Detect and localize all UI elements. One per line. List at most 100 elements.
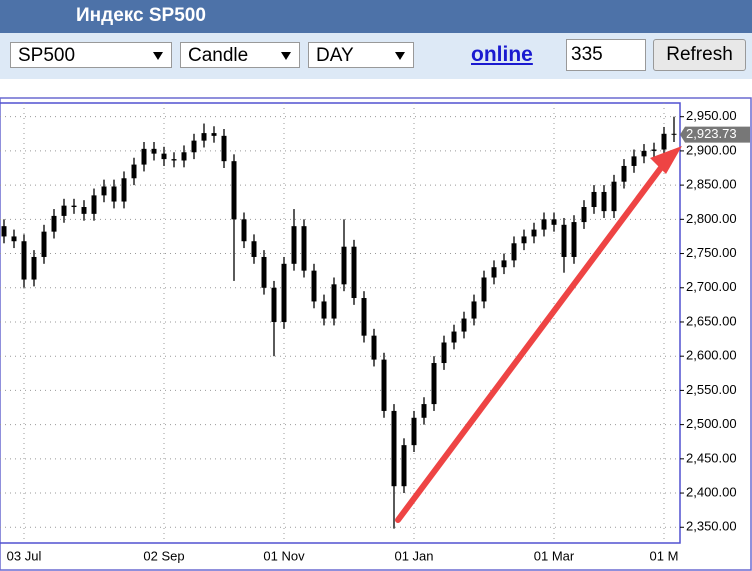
candle-body — [121, 178, 127, 202]
candle-body — [631, 156, 637, 166]
candle-body — [651, 149, 657, 151]
x-tick-label: 01 Mar — [534, 548, 575, 563]
candle-body — [591, 191, 597, 208]
candle-body — [611, 181, 617, 212]
x-tick-label: 03 Jul — [7, 548, 42, 563]
candle-body — [541, 219, 547, 230]
candle-body — [521, 236, 527, 244]
candle-body — [171, 159, 177, 161]
candle-body — [31, 256, 37, 280]
refresh-button[interactable]: Refresh — [653, 39, 746, 71]
candle-body — [321, 301, 327, 319]
candle-body — [501, 260, 507, 268]
y-tick-label: 2,900.00 — [686, 142, 737, 157]
candle-body — [71, 205, 77, 208]
candle-body — [291, 226, 297, 264]
symbol-select[interactable]: SP500 — [10, 42, 172, 68]
y-tick-label: 2,800.00 — [686, 211, 737, 226]
candle-body — [361, 298, 367, 336]
annotation-arrow — [395, 150, 675, 523]
candle-body — [191, 140, 197, 153]
candle-body — [411, 417, 417, 446]
online-link[interactable]: online — [471, 43, 533, 66]
symbol: SP500 — [18, 45, 76, 66]
y-tick-label: 2,700.00 — [686, 279, 737, 294]
candle-body — [341, 246, 347, 285]
candle-body — [441, 342, 447, 364]
candle-body — [511, 243, 517, 261]
y-tick-label: 2,950.00 — [686, 108, 737, 123]
candle-body — [571, 222, 577, 257]
candle-body — [241, 219, 247, 242]
candle-body — [41, 231, 47, 257]
dropdown-arrow — [395, 52, 405, 60]
candle-body — [271, 287, 277, 322]
candle-body — [181, 152, 187, 161]
candle-body — [161, 153, 167, 160]
y-tick-label: 2,600.00 — [686, 348, 737, 363]
y-tick-label: 2,500.00 — [686, 416, 737, 431]
y-tick-label: 2,450.00 — [686, 450, 737, 465]
last-price-tag — [680, 126, 750, 143]
arrow-head — [650, 146, 682, 174]
dropdown-arrow — [281, 52, 291, 60]
title: Индекс SP500 — [76, 5, 206, 26]
type-select[interactable]: Candle — [180, 42, 300, 68]
period: DAY — [316, 45, 354, 66]
candle-body — [641, 150, 647, 157]
candle-body — [91, 195, 97, 214]
y-tick-label: 2,650.00 — [686, 313, 737, 328]
count-input[interactable]: 335 — [566, 39, 646, 71]
candle-body — [101, 186, 107, 196]
candle-body — [661, 133, 667, 150]
y-tick-label: 2,850.00 — [686, 177, 737, 192]
candle-body — [551, 219, 557, 225]
candle-body — [231, 161, 237, 220]
candle-body — [391, 410, 397, 487]
candle-body — [51, 215, 57, 232]
header: Индекс SP500 — [0, 0, 752, 33]
candle-body — [221, 135, 227, 162]
candle-body — [561, 224, 567, 257]
y-tick-label: 2,350.00 — [686, 519, 737, 534]
y-tick-label: 2,550.00 — [686, 382, 737, 397]
candle-body — [371, 335, 377, 360]
period-select[interactable]: DAY — [308, 42, 414, 68]
candle-body — [431, 363, 437, 405]
candle-body — [601, 191, 607, 212]
candle-body — [491, 267, 497, 278]
candle-body — [301, 226, 307, 271]
candle-body — [141, 148, 147, 165]
x-tick-label: 01 Nov — [263, 548, 305, 563]
candle-body — [21, 241, 27, 280]
toolbar: SP500 Candle DAY online 335 Refresh — [0, 33, 752, 79]
candle-body — [201, 133, 207, 141]
candle-body — [111, 186, 117, 202]
y-tick-label: 2,750.00 — [686, 245, 737, 260]
candle-body — [531, 229, 537, 237]
candle-body — [211, 133, 217, 136]
candle-body — [401, 445, 407, 487]
plot-frame — [0, 102, 681, 544]
candle-body — [331, 284, 337, 319]
candle-body — [1, 226, 7, 237]
candle-body — [351, 246, 357, 299]
candle-body — [421, 404, 427, 418]
last-price-label: 2,923.73 — [686, 126, 737, 141]
candle-body — [581, 207, 587, 223]
candle-body — [671, 133, 677, 135]
candle-body — [151, 148, 157, 154]
candle-body — [81, 207, 87, 214]
candle-body — [11, 236, 17, 242]
candle-body — [481, 277, 487, 302]
candle-body — [131, 164, 137, 179]
candle-body — [261, 256, 267, 288]
x-tick-label: 01 Jan — [394, 548, 433, 563]
candle-body — [621, 165, 627, 182]
candle-body — [471, 301, 477, 319]
x-tick-label: 02 Sep — [143, 548, 184, 563]
candle-body — [451, 331, 457, 343]
candle-body — [381, 359, 387, 411]
chart-frame — [0, 97, 752, 571]
